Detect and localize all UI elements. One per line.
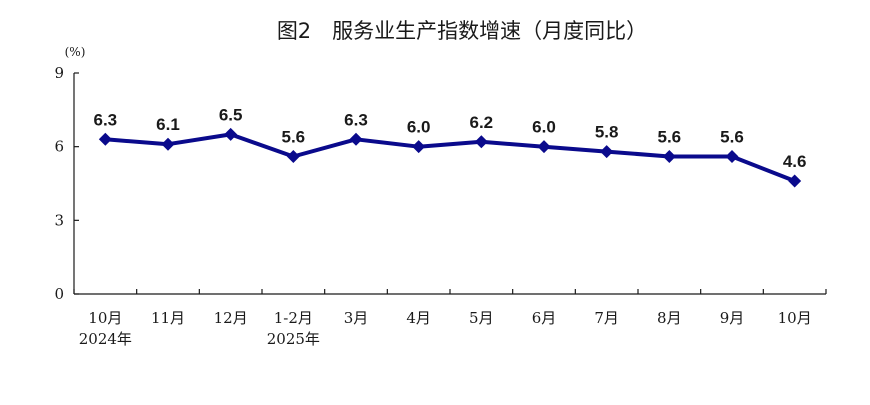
x-tick-label: 3月 [344,309,369,327]
data-label: 6.5 [219,105,243,124]
x-tick-label: 10月 [778,309,812,327]
y-unit-label: (%) [65,45,86,59]
x-tick-label: 10月 [88,309,122,327]
x-tick-label: 4月 [406,309,431,327]
x-tick-label: 1-2月 [274,309,313,327]
data-label: 6.1 [156,115,180,134]
y-tick-label: 0 [54,285,64,303]
y-tick-label: 6 [54,138,64,156]
x-tick-label: 2024年 [79,330,132,348]
data-point-marker [725,149,739,163]
data-point-marker [662,149,676,163]
data-point-marker [349,132,363,146]
data-label: 6.3 [344,110,368,129]
data-point-marker [161,137,175,151]
axes: 0 3 6 9 10月 2024年 11月 12月 1-2月 2025年 3月 4月 5月 6月 7月 8月 9… [54,64,827,348]
data-label: 4.6 [783,152,807,171]
data-label: 6.3 [94,110,118,129]
data-labels: 6.3 6.1 6.5 5.6 6.3 6.0 6.2 6.0 5.8 5.6 5.6 4.6 [94,105,807,171]
x-tick-label: 8月 [657,309,682,327]
x-tick-label: 7月 [594,309,619,327]
data-point-marker [474,135,488,149]
y-tick-label: 3 [54,211,64,229]
data-label: 6.0 [407,118,431,137]
chart-title: 图2 服务业生产指数增速（月度同比） [277,19,647,43]
data-point-marker [537,140,551,154]
data-label: 5.8 [595,123,619,142]
data-label: 5.6 [282,127,306,146]
data-label: 6.0 [532,118,556,137]
x-tick-label: 9月 [720,309,745,327]
data-point-marker [224,127,238,141]
data-point-marker [98,132,112,146]
x-tick-label: 11月 [151,309,185,327]
data-point-marker [412,140,426,154]
x-tick-label: 6月 [532,309,557,327]
series [98,127,802,188]
data-point-marker [788,174,802,188]
series-line [105,132,796,183]
x-tick-label: 12月 [214,309,248,327]
data-label: 6.2 [470,113,494,132]
data-label: 5.6 [720,127,744,146]
x-tick-label: 2025年 [267,330,320,348]
data-point-marker [286,149,300,163]
data-point-marker [600,145,614,159]
data-label: 5.6 [658,127,682,146]
x-tick-label: 5月 [469,309,494,327]
y-tick-label: 9 [54,64,64,82]
